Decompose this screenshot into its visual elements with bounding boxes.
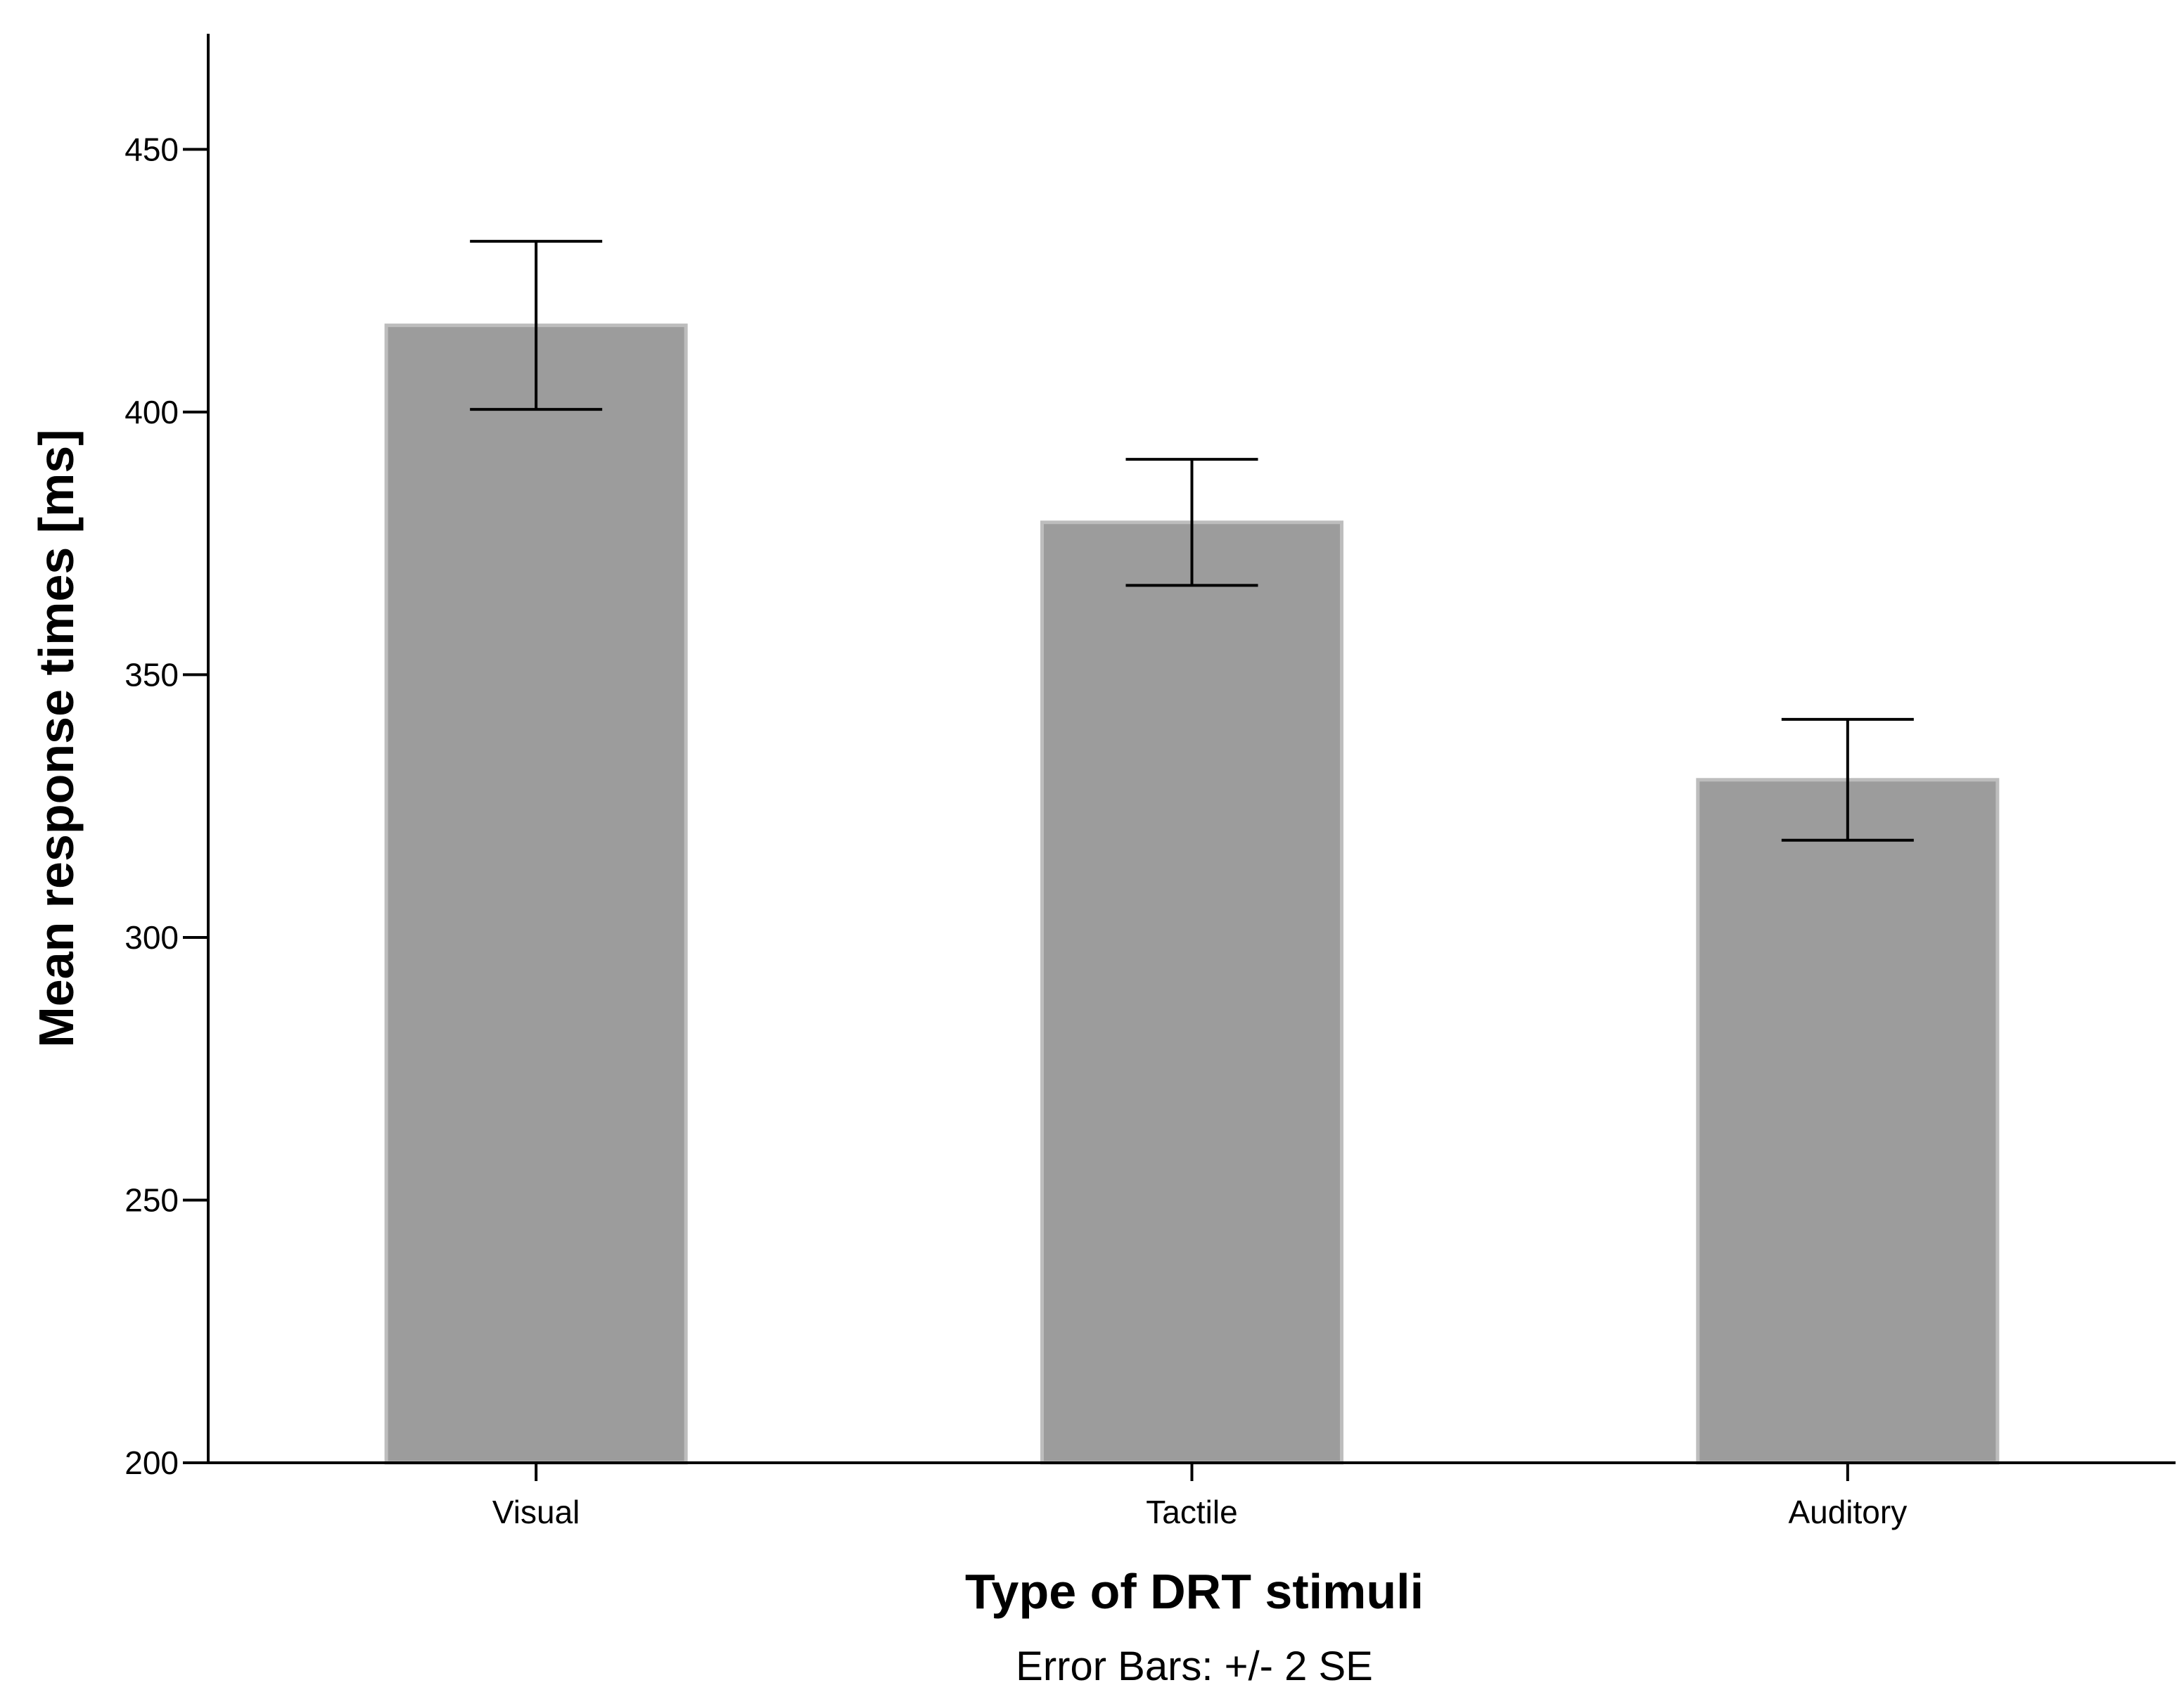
x-axis-title: Type of DRT stimuli <box>965 1564 1424 1619</box>
y-tick-label: 300 <box>124 919 179 956</box>
y-tick-label: 450 <box>124 131 179 167</box>
error-bar-tactile <box>1125 458 1258 587</box>
x-tick-label-auditory: Auditory <box>1788 1494 1907 1530</box>
bar-auditory <box>1696 778 2000 1465</box>
bar-tactile <box>1040 520 1343 1465</box>
error-bars-note: Error Bars: +/- 2 SE <box>1016 1644 1373 1689</box>
y-axis-title: Mean response times [ms] <box>29 429 84 1047</box>
y-ticks: 200 250 300 350 400 450 <box>124 131 208 1481</box>
x-ticks: Visual Tactile Auditory <box>492 1463 1907 1530</box>
y-tick-label: 350 <box>124 656 179 693</box>
x-tick-label-visual: Visual <box>492 1494 580 1530</box>
x-tick-label-tactile: Tactile <box>1146 1494 1237 1530</box>
bar-visual <box>384 323 688 1465</box>
y-tick-label: 250 <box>124 1181 179 1218</box>
error-bars-layer <box>470 240 1914 842</box>
y-tick-label: 200 <box>124 1444 179 1481</box>
y-tick-label: 400 <box>124 394 179 430</box>
error-bar-visual <box>470 240 603 411</box>
error-bar-auditory <box>1781 717 1914 842</box>
